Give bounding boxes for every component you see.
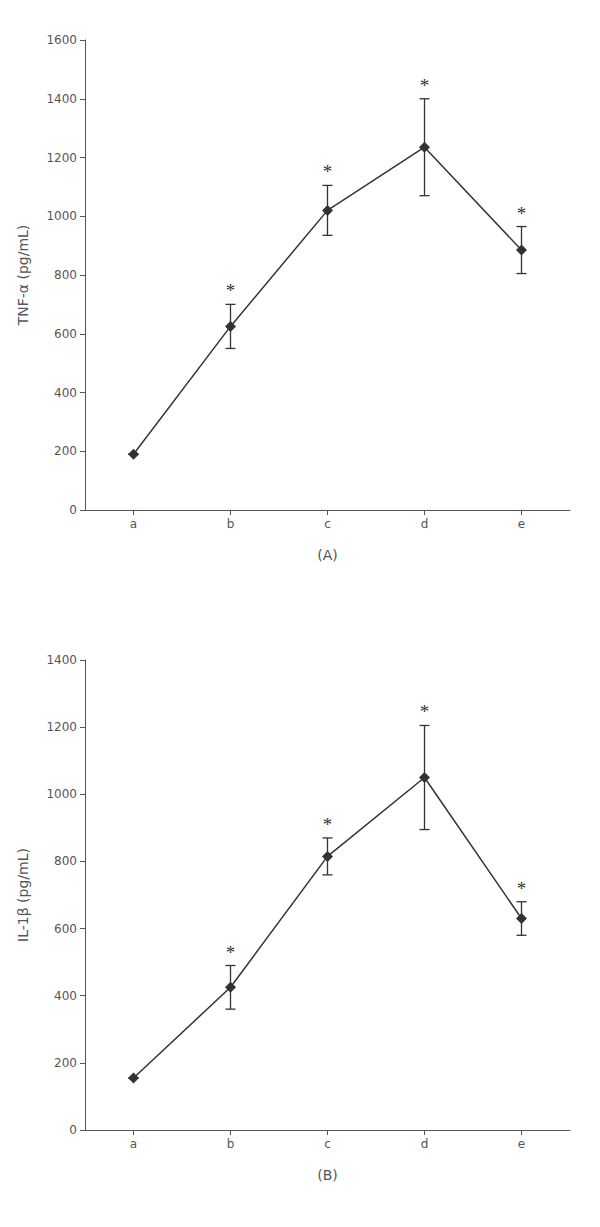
- svg-text:1000: 1000: [46, 787, 77, 801]
- svg-text:TNF-α (pg/mL): TNF-α (pg/mL): [15, 225, 31, 327]
- svg-text:b: b: [227, 1137, 235, 1151]
- svg-text:e: e: [518, 1137, 525, 1151]
- svg-text:*: *: [323, 814, 333, 835]
- svg-text:(A): (A): [317, 547, 338, 563]
- svg-text:1400: 1400: [46, 92, 77, 106]
- svg-text:1000: 1000: [46, 209, 77, 223]
- svg-text:*: *: [226, 942, 236, 963]
- svg-text:c: c: [324, 517, 331, 531]
- svg-text:1600: 1600: [46, 33, 77, 47]
- svg-text:600: 600: [54, 922, 77, 936]
- svg-text:d: d: [421, 517, 429, 531]
- svg-text:a: a: [130, 1137, 137, 1151]
- svg-text:200: 200: [54, 1056, 77, 1070]
- svg-text:d: d: [421, 1137, 429, 1151]
- svg-text:1200: 1200: [46, 720, 77, 734]
- svg-text:*: *: [420, 701, 430, 722]
- svg-text:*: *: [226, 280, 236, 301]
- svg-text:1400: 1400: [46, 653, 77, 667]
- svg-text:1200: 1200: [46, 151, 77, 165]
- svg-text:*: *: [517, 203, 527, 224]
- svg-text:*: *: [517, 878, 527, 899]
- svg-text:800: 800: [54, 854, 77, 868]
- svg-text:800: 800: [54, 268, 77, 282]
- svg-text:400: 400: [54, 989, 77, 1003]
- svg-text:400: 400: [54, 386, 77, 400]
- svg-text:*: *: [323, 161, 333, 182]
- svg-text:b: b: [227, 517, 235, 531]
- svg-text:*: *: [420, 75, 430, 96]
- svg-text:a: a: [130, 517, 137, 531]
- svg-text:0: 0: [69, 1123, 77, 1137]
- svg-text:c: c: [324, 1137, 331, 1151]
- svg-text:200: 200: [54, 444, 77, 458]
- svg-text:(B): (B): [317, 1167, 338, 1183]
- svg-text:600: 600: [54, 327, 77, 341]
- svg-text:e: e: [518, 517, 525, 531]
- svg-text:IL-1β (pg/mL): IL-1β (pg/mL): [15, 848, 31, 942]
- svg-text:0: 0: [69, 503, 77, 517]
